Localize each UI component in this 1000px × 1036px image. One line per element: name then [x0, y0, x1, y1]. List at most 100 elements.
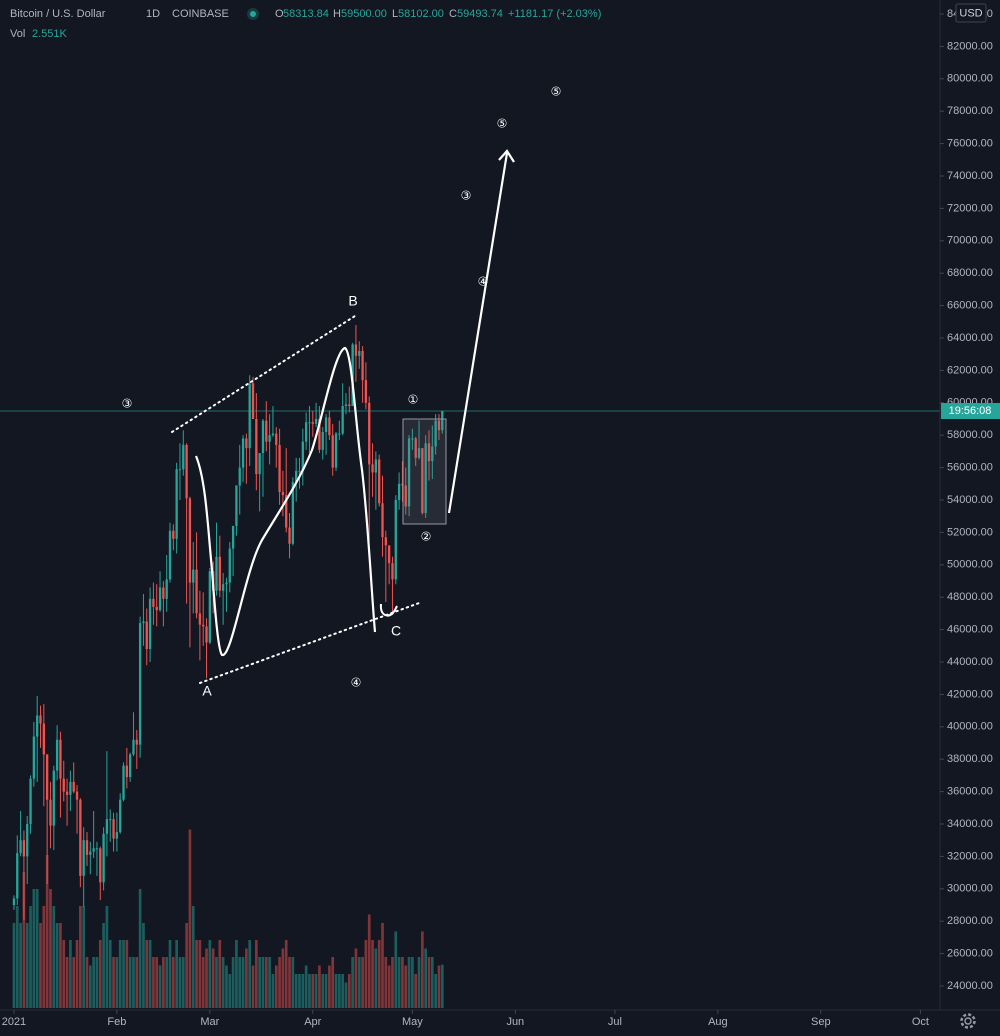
candle-body	[391, 563, 394, 580]
x-tick-label: Aug	[708, 1016, 728, 1028]
exchange: COINBASE	[172, 8, 229, 20]
wave-label: ③	[122, 397, 133, 411]
x-tick-label: Oct	[912, 1016, 929, 1028]
volume-bar	[341, 974, 344, 1008]
candle-body	[135, 739, 138, 745]
candle-body	[69, 781, 72, 795]
volume-bar	[178, 957, 182, 1008]
gear-teeth[interactable]	[960, 1013, 976, 1029]
volume-bar	[301, 974, 305, 1008]
volume-bar	[334, 974, 338, 1008]
volume-bar	[304, 965, 308, 1008]
volume-bar	[225, 965, 228, 1008]
candle-body	[404, 485, 407, 507]
volume-bar	[271, 974, 275, 1008]
candle-body	[231, 525, 235, 549]
y-tick-label: 52000.00	[947, 526, 993, 538]
volume-bar	[211, 948, 215, 1008]
volume-bar	[62, 940, 66, 1008]
candle-body	[19, 840, 22, 854]
axis-layer: 24000.00 26000.00 28000.00 30000.00 32000.00…	[2, 8, 1000, 1028]
volume-bar	[132, 957, 135, 1008]
volume-bar	[32, 889, 36, 1008]
volume-bar	[371, 940, 374, 1008]
candle-body	[265, 420, 268, 442]
volume-bar	[205, 948, 208, 1008]
volume-bar	[440, 964, 444, 1008]
currency-button[interactable]	[955, 3, 987, 23]
ohlc-key: C	[449, 8, 457, 20]
gear-hub[interactable]	[964, 1017, 972, 1025]
y-tick-label: 58000.00	[947, 429, 993, 441]
x-tick-label: Apr	[304, 1016, 321, 1028]
volume-bar	[128, 957, 132, 1008]
settings-icon[interactable]	[960, 1013, 976, 1029]
candle-body	[168, 530, 172, 580]
wave-label: ②	[421, 530, 432, 544]
currency[interactable]: USD	[959, 7, 982, 19]
volume-bar	[175, 940, 178, 1008]
volume-bar	[208, 940, 212, 1008]
volume-bar	[142, 923, 145, 1008]
candle-body	[424, 443, 427, 513]
wave-label: ①	[408, 393, 419, 407]
volume-bar	[245, 948, 248, 1008]
candle-body	[437, 420, 441, 431]
candle-body	[132, 739, 135, 755]
volume-bar	[168, 940, 172, 1008]
volume-bar	[397, 957, 401, 1008]
wave-label: ⑤	[497, 117, 508, 131]
x-tick-label: May	[402, 1016, 423, 1028]
volume-bar	[122, 940, 125, 1008]
candle-layer	[0, 325, 940, 920]
volume-bar	[231, 957, 235, 1008]
candle-body	[235, 485, 238, 526]
candle-body	[178, 469, 182, 471]
volume-bar	[138, 889, 142, 1008]
candle-body	[182, 444, 185, 470]
candle-body	[308, 422, 311, 424]
candle-body	[89, 851, 92, 855]
volume-bar	[261, 957, 265, 1008]
volume-bar	[85, 957, 89, 1008]
candle-body	[228, 548, 231, 583]
candle-body	[361, 350, 364, 381]
candle-body	[427, 443, 431, 462]
volume-bar	[171, 957, 175, 1008]
candle-body	[334, 433, 338, 468]
y-tick-label: 30000.00	[947, 883, 993, 895]
y-tick-label: 44000.00	[947, 656, 993, 668]
candle-body	[374, 459, 378, 473]
x-tick-label: Feb	[107, 1016, 126, 1028]
volume-bar	[145, 940, 149, 1008]
candle-body	[338, 433, 341, 435]
volume-bar	[92, 957, 95, 1008]
candle-body	[109, 819, 112, 821]
candle-body	[278, 444, 281, 492]
y-tick-label: 80000.00	[947, 73, 993, 85]
volume-bar	[185, 923, 188, 1008]
candle-body	[314, 419, 318, 424]
candle-body	[397, 483, 401, 501]
x-tick-label: Jun	[506, 1016, 524, 1028]
candle-body	[245, 438, 248, 449]
volume-bar	[188, 829, 192, 1008]
candle-body	[358, 350, 361, 356]
y-tick-label: 74000.00	[947, 170, 993, 182]
volume-bar	[430, 957, 434, 1008]
candle-body	[368, 402, 371, 465]
volume-bar	[102, 923, 105, 1008]
candle-body	[411, 438, 414, 440]
y-tick-label: 26000.00	[947, 948, 993, 960]
volume-bar	[264, 957, 268, 1008]
candle-body	[55, 739, 59, 771]
candle-body	[36, 715, 39, 737]
y-tick-label: 36000.00	[947, 786, 993, 798]
candle-body	[112, 819, 115, 839]
candle-body	[82, 840, 85, 876]
price-axis-panel	[940, 0, 1000, 1036]
candle-body	[12, 898, 16, 906]
volume-value: 2.551K	[32, 28, 68, 40]
candle-body	[364, 380, 368, 403]
